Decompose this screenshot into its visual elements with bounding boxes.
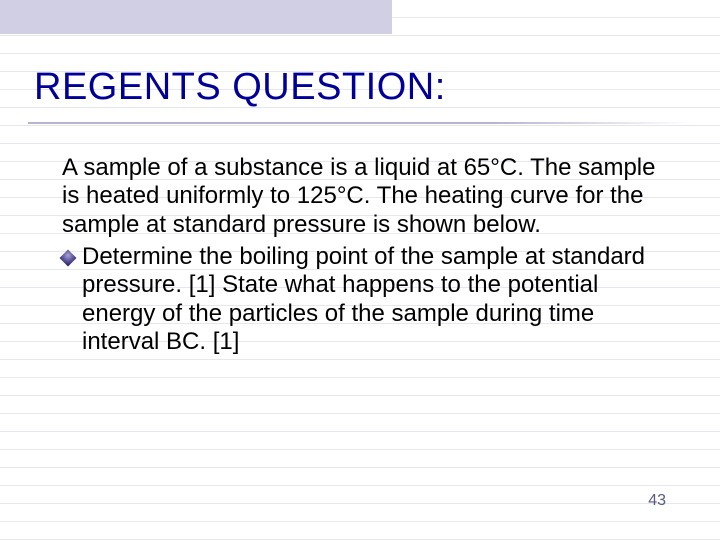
bullet-text: Determine the boiling point of the sampl…	[82, 243, 662, 356]
page-number: 43	[648, 492, 666, 510]
slide: REGENTS QUESTION: A sample of a substanc…	[0, 0, 720, 540]
body-text-area: A sample of a substance is a liquid at 6…	[62, 154, 662, 356]
top-accent-bar	[0, 0, 392, 34]
intro-paragraph: A sample of a substance is a liquid at 6…	[62, 154, 662, 239]
bullet-item: Determine the boiling point of the sampl…	[62, 243, 662, 356]
slide-title: REGENTS QUESTION:	[34, 66, 446, 109]
title-underline	[28, 122, 692, 124]
diamond-bullet-icon	[60, 249, 77, 266]
